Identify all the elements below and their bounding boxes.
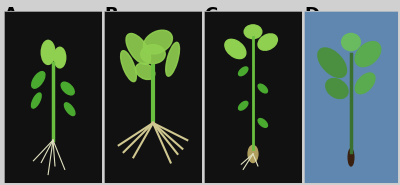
- Ellipse shape: [318, 48, 346, 78]
- Ellipse shape: [141, 45, 165, 64]
- Ellipse shape: [355, 73, 375, 94]
- Ellipse shape: [136, 63, 155, 80]
- Ellipse shape: [238, 101, 248, 110]
- Ellipse shape: [64, 103, 75, 116]
- Ellipse shape: [258, 84, 268, 93]
- Ellipse shape: [225, 39, 246, 59]
- Text: D: D: [304, 6, 319, 23]
- Text: C: C: [204, 6, 217, 23]
- Ellipse shape: [32, 72, 45, 88]
- Text: B: B: [104, 6, 118, 23]
- Circle shape: [54, 47, 66, 68]
- Circle shape: [248, 145, 258, 162]
- Ellipse shape: [121, 51, 136, 82]
- Ellipse shape: [61, 82, 74, 95]
- Ellipse shape: [342, 33, 360, 51]
- Ellipse shape: [258, 119, 268, 127]
- Ellipse shape: [258, 34, 277, 50]
- Ellipse shape: [143, 30, 172, 54]
- Ellipse shape: [126, 33, 151, 64]
- Ellipse shape: [326, 79, 348, 98]
- Ellipse shape: [166, 42, 180, 76]
- Ellipse shape: [348, 149, 354, 166]
- Ellipse shape: [238, 67, 248, 76]
- Circle shape: [41, 40, 55, 64]
- Ellipse shape: [32, 93, 41, 108]
- Ellipse shape: [355, 42, 381, 67]
- Text: A: A: [4, 6, 18, 23]
- Ellipse shape: [244, 25, 262, 39]
